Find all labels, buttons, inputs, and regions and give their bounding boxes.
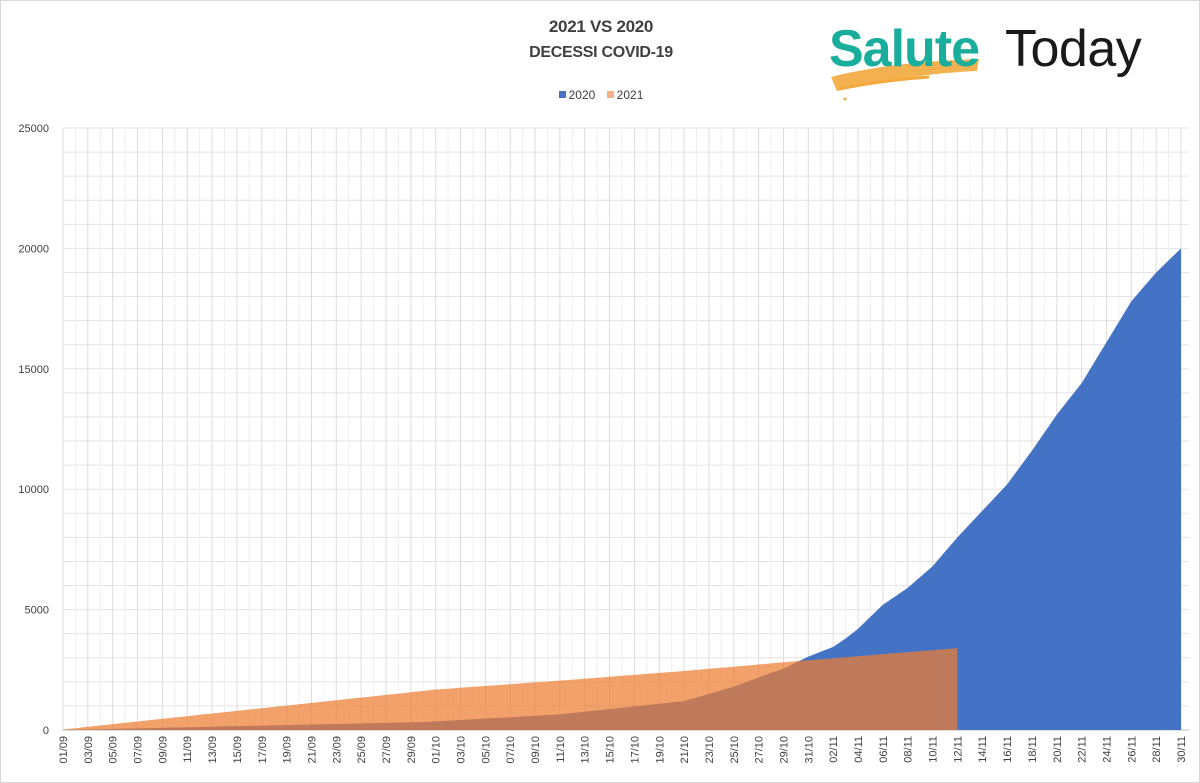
x-tick-label: 02/11 [828,736,840,763]
x-tick-label: 15/10 [605,736,617,764]
y-axis-ticks: 0 5000 10000 15000 20000 25000 [18,123,49,737]
x-tick-label: 29/10 [778,736,790,764]
y-tick-label: 25000 [18,123,49,135]
y-tick-label: 0 [43,725,49,737]
logo-today: Today [1005,20,1142,78]
x-tick-label: 20/11 [1052,736,1064,763]
legend-label: 2021 [616,87,644,102]
area-series-2021 [63,648,958,730]
x-tick-label: 10/11 [928,736,940,763]
salutetoday-logo: Salute Today [829,19,1169,104]
brush-stroke-icon [831,59,979,101]
legend: 2020 2021 [1,87,1199,102]
legend-item-2021: 2021 [606,87,644,102]
series-areas [63,248,1181,730]
x-tick-label: 13/09 [207,736,219,764]
y-tick-label: 10000 [18,484,49,496]
x-tick-label: 23/09 [331,736,343,764]
x-tick-label: 17/10 [629,736,641,764]
gridlines [62,127,1189,731]
x-tick-label: 07/10 [505,736,517,764]
x-tick-label: 09/10 [530,736,542,764]
x-tick-label: 15/09 [232,736,244,764]
legend-item-2020: 2020 [558,87,596,102]
x-tick-label: 11/10 [555,736,567,763]
x-tick-label: 04/11 [853,736,865,763]
x-tick-label: 27/10 [754,736,766,764]
legend-swatch-2021 [606,91,614,98]
x-tick-label: 13/10 [580,736,592,764]
x-tick-label: 05/09 [108,736,120,764]
x-tick-label: 05/10 [480,736,492,764]
x-tick-label: 08/11 [903,736,915,763]
x-tick-label: 30/11 [1176,736,1188,763]
x-tick-label: 31/10 [803,736,815,764]
x-tick-label: 23/10 [704,736,716,764]
y-tick-label: 20000 [18,243,49,255]
x-tick-label: 29/09 [406,736,418,764]
legend-label: 2020 [568,87,596,102]
chart-title: 2021 VS 2020 [548,17,654,36]
x-tick-label: 21/09 [306,736,318,764]
x-tick-label: 11/09 [182,736,194,763]
x-tick-label: 01/09 [58,736,70,764]
legend-swatch-2020 [558,91,566,98]
x-tick-label: 14/11 [977,736,989,763]
x-tick-label: 03/09 [83,736,95,764]
x-tick-label: 26/11 [1126,736,1138,763]
x-axis-ticks: 01/09 03/09 05/09 07/09 09/09 11/09 13/09 15/09… [58,736,1188,764]
x-tick-label: 03/10 [456,736,468,764]
x-tick-label: 22/11 [1077,736,1089,763]
x-tick-label: 25/10 [729,736,741,764]
x-tick-label: 16/11 [1002,736,1014,763]
x-tick-label: 06/11 [878,736,890,763]
y-tick-label: 5000 [25,605,49,617]
x-tick-label: 07/09 [133,736,145,764]
x-tick-label: 09/09 [157,736,169,764]
chart-subtitle: DECESSI COVID-19 [529,44,673,61]
x-tick-label: 21/10 [679,736,691,764]
x-tick-label: 12/11 [952,736,964,763]
x-tick-label: 24/11 [1101,736,1113,763]
x-tick-label: 17/09 [257,736,269,764]
logo-salute: Salute [829,20,980,78]
x-tick-label: 18/11 [1027,736,1039,763]
x-tick-label: 19/09 [282,736,294,764]
x-tick-label: 01/10 [431,736,443,764]
x-tick-label: 19/10 [654,736,666,764]
x-tick-label: 25/09 [356,736,368,764]
area-series-2020 [63,248,1181,730]
x-tick-label: 27/09 [381,736,393,764]
y-tick-label: 15000 [18,364,49,376]
x-tick-label: 28/11 [1151,736,1163,763]
